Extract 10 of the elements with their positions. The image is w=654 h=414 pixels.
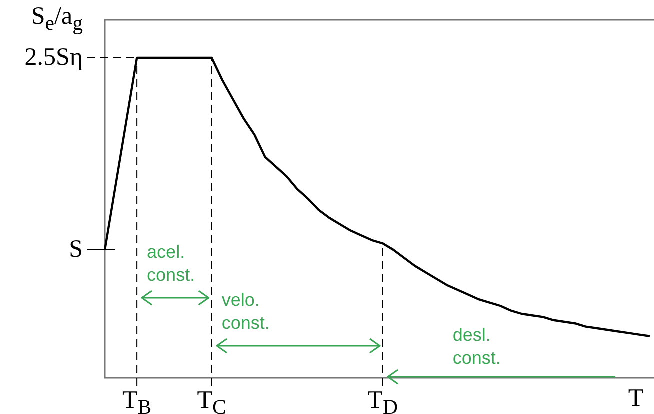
ref-line-label: S <box>69 236 83 263</box>
ref-line-label: 2.5Sη <box>24 44 83 71</box>
annotation: velo. const. <box>222 288 270 336</box>
x-tick-label: T$_{D}$ <box>368 387 398 414</box>
x-tick-label: T$_{C}$ <box>197 387 226 414</box>
x-axis-title: T <box>628 385 644 412</box>
annotation: desl. const. <box>452 324 501 370</box>
x-tick-label: T$_{B}$ <box>122 387 152 414</box>
y-axis-title: S$_{e}$/a$_{g}$ <box>31 3 83 35</box>
annotation: acel. const. <box>147 240 196 288</box>
